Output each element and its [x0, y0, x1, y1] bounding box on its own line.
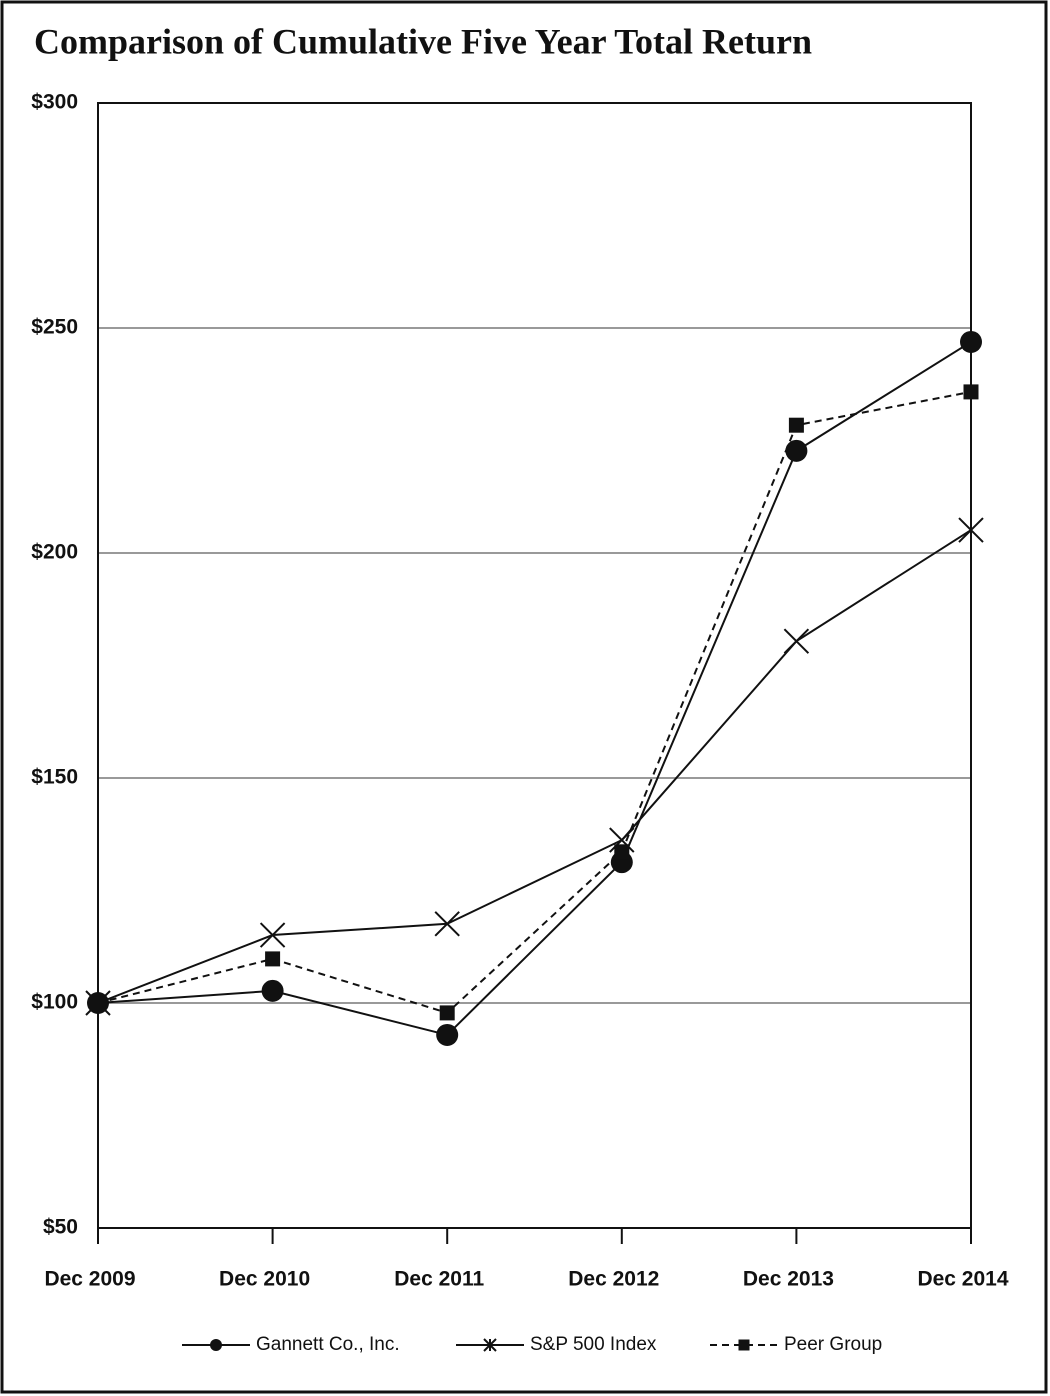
- x-tick-label: Dec 2009: [44, 1268, 135, 1291]
- series-line: [97, 529, 972, 1004]
- plot-frame: [97, 102, 972, 1229]
- marker: [483, 1338, 497, 1352]
- marker: [738, 1339, 750, 1351]
- x-tick-label: Dec 2013: [743, 1268, 834, 1291]
- chart-title: Comparison of Cumulative Five Year Total…: [34, 21, 812, 61]
- series-line: [97, 341, 972, 1037]
- x-tick-label: Dec 2011: [394, 1268, 484, 1291]
- y-tick-label: $200: [31, 541, 78, 564]
- marker: [210, 1339, 222, 1351]
- marker: [785, 439, 808, 462]
- marker: [265, 951, 281, 967]
- legend-label: Peer Group: [784, 1334, 882, 1355]
- marker: [259, 922, 286, 948]
- legend-label: Gannett Co., Inc.: [256, 1334, 400, 1355]
- marker: [439, 1005, 455, 1021]
- marker: [783, 628, 810, 654]
- y-tick-label: $300: [31, 91, 78, 114]
- marker: [960, 330, 982, 353]
- marker: [90, 995, 106, 1011]
- marker: [434, 911, 460, 937]
- marker: [609, 827, 635, 853]
- legend-label: S&P 500 Index: [530, 1334, 657, 1355]
- marker: [788, 417, 804, 433]
- marker: [614, 844, 630, 860]
- marker: [963, 384, 979, 400]
- y-tick-label: $250: [31, 316, 78, 339]
- y-tick-label: $150: [31, 766, 78, 789]
- x-tick-label: Dec 2012: [568, 1268, 659, 1291]
- y-tick-label: $50: [43, 1216, 78, 1239]
- x-tick-label: Dec 2010: [219, 1268, 310, 1291]
- marker: [436, 1023, 459, 1046]
- x-tick-label: Dec 2014: [917, 1268, 1008, 1291]
- marker: [958, 517, 984, 543]
- y-tick-label: $100: [31, 991, 78, 1014]
- marker: [261, 979, 284, 1002]
- series-line: [97, 390, 972, 1015]
